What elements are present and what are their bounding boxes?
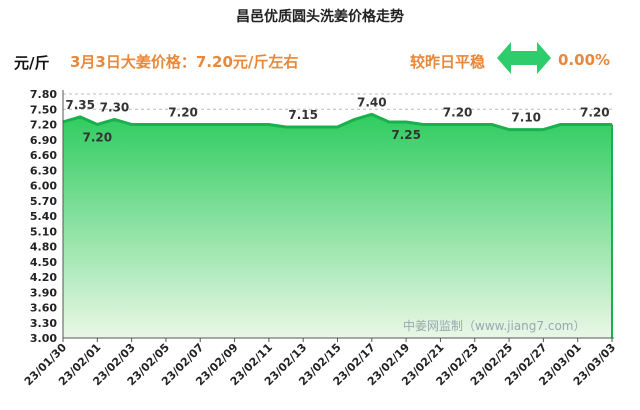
data-label-3: 7.20 bbox=[168, 106, 198, 120]
y-tick-label-4: 4.20 bbox=[30, 271, 57, 284]
y-tick-label-3: 3.90 bbox=[30, 286, 57, 299]
y-tick-label-11: 6.30 bbox=[30, 164, 57, 177]
y-tick-label-10: 6.00 bbox=[30, 180, 57, 193]
compare-value: 0.00% bbox=[558, 51, 611, 69]
double-arrow-icon bbox=[497, 42, 551, 74]
data-label-0: 7.35 bbox=[65, 98, 95, 112]
y-tick-label-15: 7.50 bbox=[30, 103, 57, 116]
data-label-8: 7.10 bbox=[511, 111, 541, 125]
data-label-5: 7.40 bbox=[357, 95, 387, 109]
y-tick-label-2: 3.60 bbox=[30, 302, 57, 315]
data-label-2: 7.30 bbox=[100, 100, 130, 114]
y-tick-label-9: 5.70 bbox=[30, 195, 57, 208]
data-label-6: 7.25 bbox=[391, 128, 421, 142]
y-tick-label-13: 6.90 bbox=[30, 134, 57, 147]
data-label-4: 7.15 bbox=[288, 108, 318, 122]
y-tick-label-1: 3.30 bbox=[30, 317, 57, 330]
data-label-7: 7.20 bbox=[443, 106, 473, 120]
price-area bbox=[63, 114, 612, 338]
y-tick-label-8: 5.40 bbox=[30, 210, 57, 223]
data-label-1: 7.20 bbox=[83, 131, 113, 145]
y-tick-label-0: 3.00 bbox=[30, 332, 57, 345]
data-label-9: 7.20 bbox=[580, 106, 610, 120]
y-tick-label-14: 7.20 bbox=[30, 119, 57, 132]
y-tick-label-16: 7.80 bbox=[30, 88, 57, 101]
y-tick-label-5: 4.50 bbox=[30, 256, 57, 269]
price-line bbox=[62, 112, 612, 132]
price-note: 3月3日大姜价格：7.20元/斤左右 bbox=[70, 53, 299, 71]
y-axis-unit: 元/斤 bbox=[14, 54, 50, 72]
compare-label: 较昨日平稳 bbox=[410, 53, 486, 71]
y-tick-label-6: 4.80 bbox=[30, 241, 57, 254]
watermark: 中姜网监制（www.jiang7.com） bbox=[403, 318, 585, 333]
chart-title: 昌邑优质圆头洗姜价格走势 bbox=[236, 9, 404, 25]
y-tick-label-12: 6.60 bbox=[30, 149, 57, 162]
y-tick-label-7: 5.10 bbox=[30, 225, 57, 238]
